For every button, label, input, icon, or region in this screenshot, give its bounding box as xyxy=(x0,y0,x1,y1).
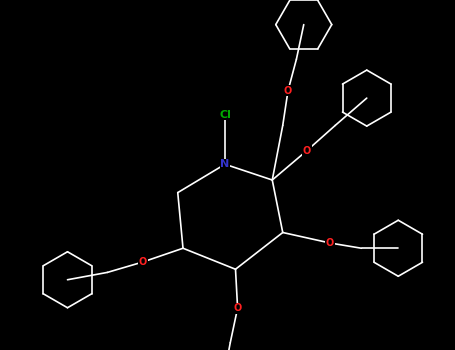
Text: O: O xyxy=(139,257,147,267)
Text: O: O xyxy=(284,86,292,96)
Text: O: O xyxy=(326,238,334,248)
Text: O: O xyxy=(233,303,242,313)
Text: N: N xyxy=(220,159,230,169)
Text: Cl: Cl xyxy=(219,110,231,120)
Text: O: O xyxy=(303,146,311,156)
